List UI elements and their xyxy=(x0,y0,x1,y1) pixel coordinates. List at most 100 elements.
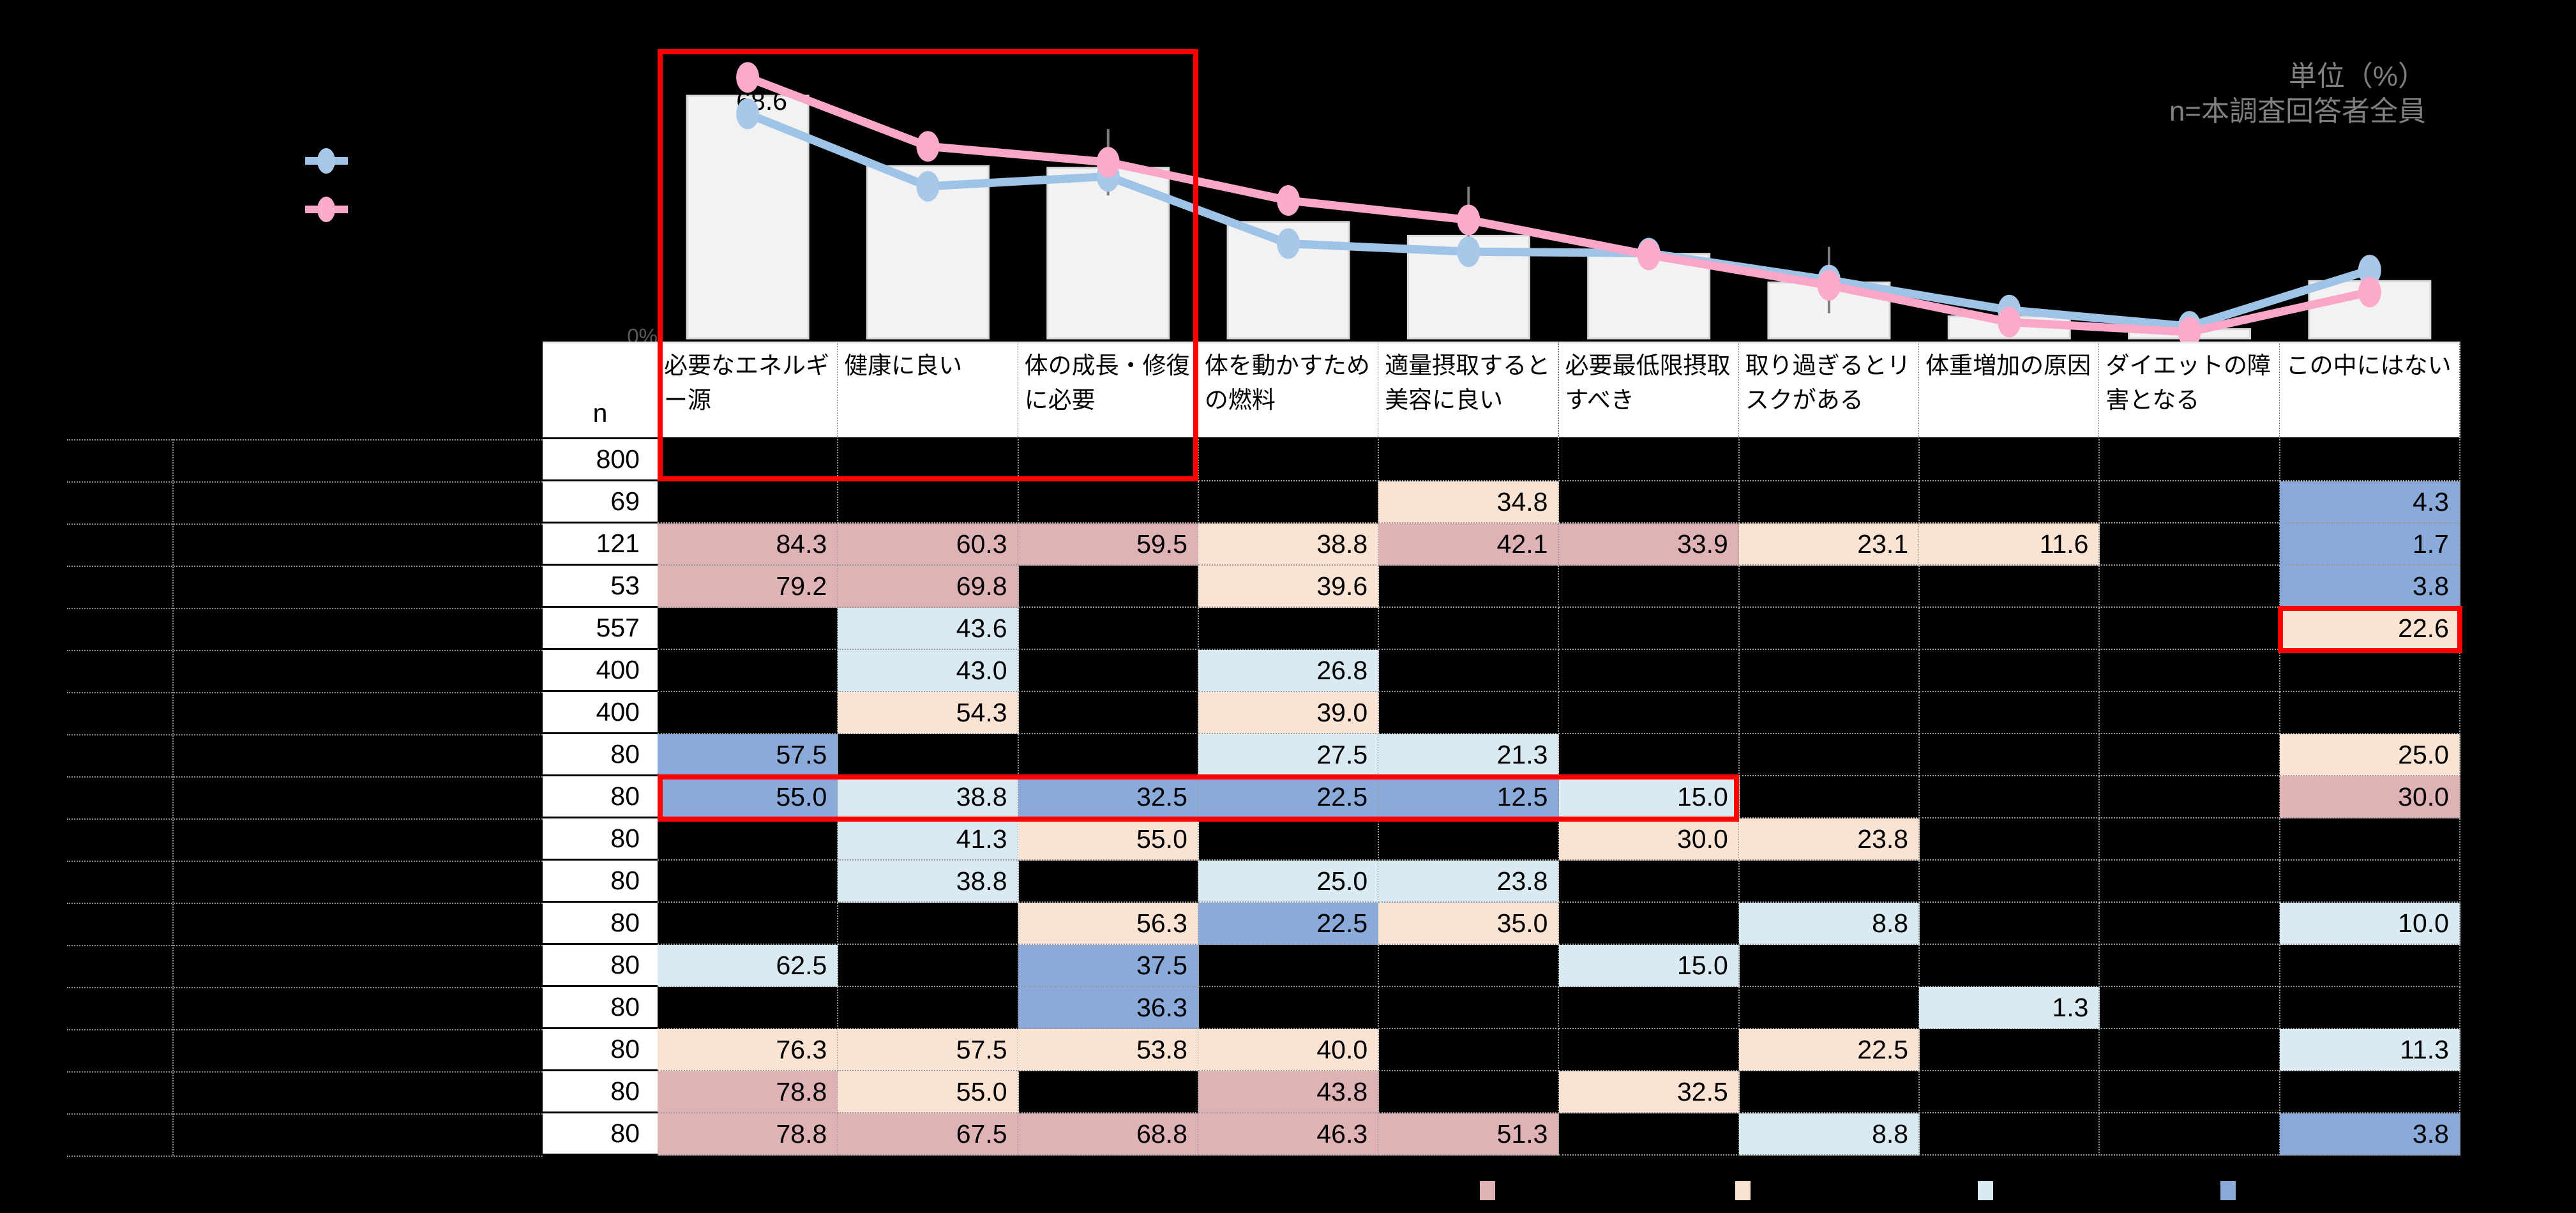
n-value: 80 xyxy=(543,734,658,776)
n-value: 80 xyxy=(543,776,658,818)
table-cell: 76.3 xyxy=(658,1029,839,1071)
table-cell xyxy=(1018,566,1199,608)
series-pink-marker-5 xyxy=(1637,239,1661,271)
series-blue-marker-4 xyxy=(1457,236,1480,267)
red-box-cell xyxy=(2277,606,2462,653)
table-cell xyxy=(1558,481,1740,524)
table-cell xyxy=(1018,481,1199,524)
table-cell xyxy=(658,818,839,861)
table-cell: 39.6 xyxy=(1198,566,1380,608)
column-header-7: 体重増加の原因 xyxy=(1919,342,2100,439)
table-cell: 56.3 xyxy=(1018,903,1199,945)
table-cell xyxy=(1378,566,1560,608)
table-cell xyxy=(658,692,839,734)
column-header-4: 適量摂取すると美容に良い xyxy=(1378,342,1560,439)
table-cell xyxy=(1378,1071,1560,1113)
row-separator xyxy=(67,1156,543,1157)
table-cell: 34.8 xyxy=(1378,481,1560,524)
row-separator xyxy=(67,566,543,567)
table-cell xyxy=(1558,566,1740,608)
table-cell xyxy=(1919,608,2100,650)
table-cell xyxy=(1919,861,2100,903)
series-pink-marker-6 xyxy=(1817,269,1841,301)
table-cell xyxy=(2099,987,2280,1029)
table-cell: 51.3 xyxy=(1378,1113,1560,1156)
table-cell xyxy=(1919,945,2100,987)
table-cell xyxy=(1738,861,1920,903)
table-cell: 69.8 xyxy=(838,566,1019,608)
table-cell: 54.3 xyxy=(838,692,1019,734)
table-cell xyxy=(1558,734,1740,776)
table-cell: 15.0 xyxy=(1558,945,1740,987)
unit-note-line2: n=本調査回答者全員 xyxy=(2169,96,2426,128)
table-cell: 32.5 xyxy=(1018,776,1199,818)
table-cell: 23.8 xyxy=(1378,861,1560,903)
table-cell xyxy=(1378,1029,1560,1071)
series-pink-marker-4 xyxy=(1457,204,1480,236)
table-cell: 43.6 xyxy=(838,608,1019,650)
table-cell: 78.8 xyxy=(658,1113,839,1156)
table-cell: 53.8 xyxy=(1018,1029,1199,1071)
table-cell: 23.8 xyxy=(1738,818,1920,861)
column-header-1: 健康に良い xyxy=(838,342,1019,439)
bar-7 xyxy=(1947,315,2071,340)
table-cell: 32.5 xyxy=(1558,1071,1740,1113)
row-separator xyxy=(67,903,543,904)
table-cell xyxy=(658,861,839,903)
table-cell xyxy=(2099,818,2280,861)
series-blue-marker-3 xyxy=(1277,228,1300,259)
table-cell xyxy=(1919,566,2100,608)
row-separator xyxy=(67,1113,543,1115)
bar-9 xyxy=(2308,280,2432,340)
table-cell: 38.8 xyxy=(838,861,1019,903)
row-separator xyxy=(67,861,543,862)
column-header-8: ダイエットの障害となる xyxy=(2099,342,2280,439)
table-cell xyxy=(658,481,839,524)
table-cell: 30.0 xyxy=(1558,818,1740,861)
table-cell xyxy=(2099,734,2280,776)
table-cell xyxy=(1558,692,1740,734)
swatch-peach xyxy=(1735,1181,1751,1200)
n-value: 400 xyxy=(543,692,658,734)
table-cell: 40.0 xyxy=(1198,1029,1380,1071)
series-pink-marker-3 xyxy=(1277,185,1300,216)
row-separator xyxy=(67,608,543,609)
table-cell xyxy=(1018,650,1199,692)
table-cell xyxy=(658,903,839,945)
table-cell xyxy=(1738,945,1920,987)
column-header-6: 取り過ぎるとリスクがある xyxy=(1738,342,1920,439)
table-cell xyxy=(838,734,1019,776)
legend-blue-marker xyxy=(317,148,335,174)
table-cell xyxy=(1919,1113,2100,1156)
table-cell: 26.8 xyxy=(1198,650,1380,692)
series-blue-marker-6 xyxy=(1817,264,1841,296)
table-cell xyxy=(1198,987,1380,1029)
table-cell xyxy=(1018,1071,1199,1113)
n-value: 80 xyxy=(543,987,658,1029)
column-header-3: 体を動かすための燃料 xyxy=(1198,342,1380,439)
table-cell xyxy=(1378,439,1560,481)
table-cell: 1.7 xyxy=(2279,524,2460,566)
table-cell xyxy=(1558,650,1740,692)
column-header-0: 必要なエネルギー源 xyxy=(658,342,839,439)
table-cell: 37.5 xyxy=(1018,945,1199,987)
n-value: 400 xyxy=(543,650,658,692)
legend-pink-marker xyxy=(317,197,335,222)
table-cell xyxy=(1378,945,1560,987)
table-cell: 15.0 xyxy=(1558,776,1740,818)
table-cell xyxy=(1919,481,2100,524)
table-cell: 38.8 xyxy=(1198,524,1380,566)
table-cell xyxy=(2099,903,2280,945)
red-box-chart-top3 xyxy=(658,49,1198,481)
row-separator xyxy=(67,524,543,525)
bar-8 xyxy=(2128,328,2252,340)
table-cell: 67.5 xyxy=(838,1113,1019,1156)
n-value: 557 xyxy=(543,608,658,650)
table-cell xyxy=(2279,1071,2460,1113)
unit-note-line1: 単位（%） xyxy=(2288,61,2426,92)
table-cell xyxy=(1378,608,1560,650)
row-separator xyxy=(67,734,543,735)
table-cell xyxy=(2099,1071,2280,1113)
table-cell: 33.9 xyxy=(1558,524,1740,566)
table-cell xyxy=(1378,650,1560,692)
